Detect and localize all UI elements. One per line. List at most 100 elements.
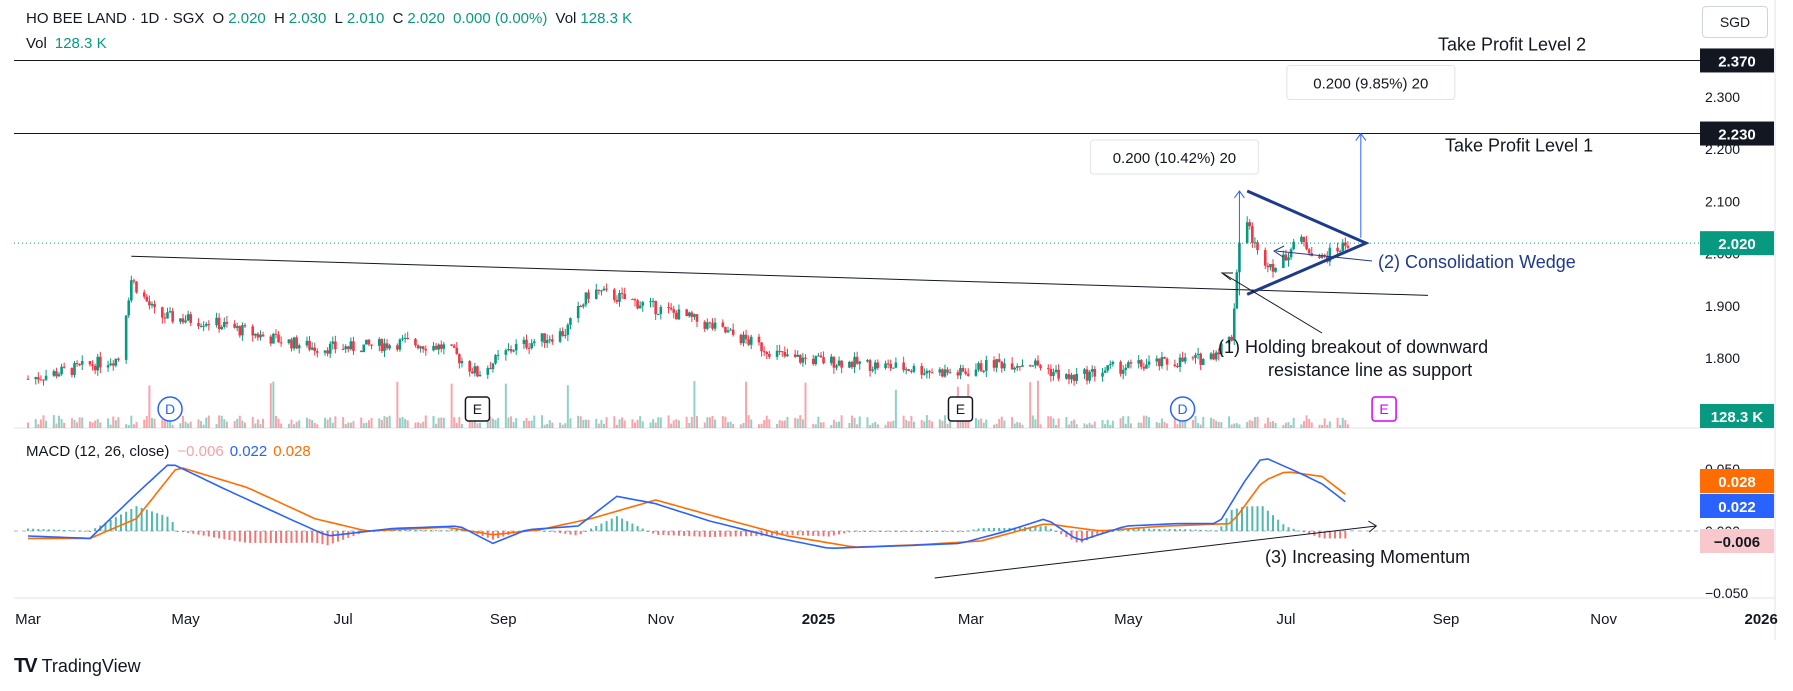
macd-hist-bar <box>1261 506 1264 531</box>
volume-bar <box>747 415 750 428</box>
candle-body <box>649 301 652 303</box>
macd-hist-bar <box>610 518 613 531</box>
macd-hist-bar <box>1199 529 1202 531</box>
macd-hist-bar <box>280 531 283 543</box>
volume-bar <box>887 421 890 428</box>
candle-body <box>514 344 518 351</box>
candle-body <box>491 363 495 369</box>
macd-hist-bar <box>1075 531 1078 543</box>
candle-body <box>241 325 244 336</box>
volume-bar <box>1073 419 1076 428</box>
candle-body <box>548 339 552 341</box>
candle-body <box>672 309 676 313</box>
candle-body <box>124 315 128 360</box>
candle-body <box>377 339 381 346</box>
candle-body <box>489 368 492 370</box>
volume-bar <box>579 416 582 428</box>
volume-bar <box>187 423 190 428</box>
macd-hist-bar <box>419 529 422 531</box>
candle-body <box>130 280 133 301</box>
candle-body <box>127 300 131 316</box>
candle-body <box>948 372 952 374</box>
candle-body <box>75 363 79 365</box>
candle-body <box>765 351 769 355</box>
volume-bar <box>848 422 851 428</box>
macd-hist-bar <box>677 531 680 536</box>
macd-value-tag-label: −0.006 <box>1714 534 1760 551</box>
volume-bar <box>577 415 580 428</box>
measure-label-box <box>1089 139 1259 175</box>
volume-bar <box>871 423 874 428</box>
volume-bar <box>1235 423 1238 428</box>
candle-body <box>88 361 92 365</box>
macd-hist-bar <box>827 531 830 537</box>
volume-bar <box>998 418 1001 428</box>
macd-hist-bar <box>326 531 329 546</box>
candle-body <box>106 365 110 368</box>
volume-legend: Vol 128.3 K <box>26 35 107 52</box>
wedge-arrowhead <box>1273 245 1285 258</box>
candle-body <box>1191 357 1195 359</box>
candle-body <box>786 354 789 357</box>
candle-body <box>256 333 260 338</box>
candle-body <box>135 281 138 293</box>
volume-bar <box>1052 418 1055 428</box>
candle-body <box>850 361 854 368</box>
candle-body <box>261 334 265 337</box>
volume-bar <box>367 420 370 428</box>
macd-hist-bar <box>218 531 221 539</box>
macd-hist-bar <box>621 518 624 531</box>
candle-body <box>669 307 673 310</box>
candle-body <box>977 363 980 370</box>
candle-body <box>783 351 787 357</box>
candle-body <box>1341 242 1345 251</box>
volume-bar <box>153 418 156 428</box>
macd-hist-bar <box>543 530 546 532</box>
candle-body <box>504 350 508 355</box>
macd-hist-bar <box>615 516 618 531</box>
momentum-arrowhead <box>1368 520 1378 533</box>
macd-hist-bar <box>78 530 81 532</box>
candle-body <box>923 373 926 375</box>
candle-body <box>615 299 619 302</box>
macd-hist-bar <box>435 530 438 532</box>
candle-body <box>494 355 497 364</box>
candle-body <box>1181 357 1184 362</box>
candle-body <box>757 336 761 343</box>
candle-body <box>385 343 389 349</box>
volume-bar <box>1274 422 1277 428</box>
volume-bar <box>1300 424 1303 428</box>
macd-hist-bar <box>1323 531 1326 539</box>
volume-bar <box>745 381 748 428</box>
volume-bar <box>349 422 352 428</box>
macd-hist-bar <box>1055 531 1058 532</box>
volume-bar <box>685 416 688 428</box>
volume-bar <box>1158 423 1161 428</box>
candle-body <box>1083 369 1086 374</box>
volume-bar <box>931 421 934 428</box>
volume-bar <box>995 423 998 428</box>
macd-hist-bar <box>290 531 293 543</box>
macd-hist-bar <box>63 529 66 531</box>
macd-hist-bar <box>305 531 308 543</box>
volume-bar <box>584 419 587 428</box>
earnings-marker <box>1371 396 1397 422</box>
currency-button[interactable]: SGD <box>1702 6 1768 38</box>
candle-body <box>690 312 694 317</box>
volume-bar <box>243 422 246 428</box>
candle-body <box>1256 242 1259 251</box>
candle-body <box>432 345 435 351</box>
volume-bar <box>1129 423 1132 428</box>
volume-tag <box>1700 404 1774 428</box>
candle-body <box>359 350 363 353</box>
macd-hist-bar <box>987 527 990 531</box>
volume-bar <box>269 383 272 428</box>
volume-bar <box>1197 423 1200 428</box>
volume-bar <box>693 381 696 428</box>
candle-body <box>600 290 603 292</box>
volume-bar <box>796 418 799 428</box>
volume-bar <box>419 423 422 428</box>
volume-bar <box>1065 417 1068 428</box>
time-axis-tick: Sep <box>1433 611 1460 628</box>
